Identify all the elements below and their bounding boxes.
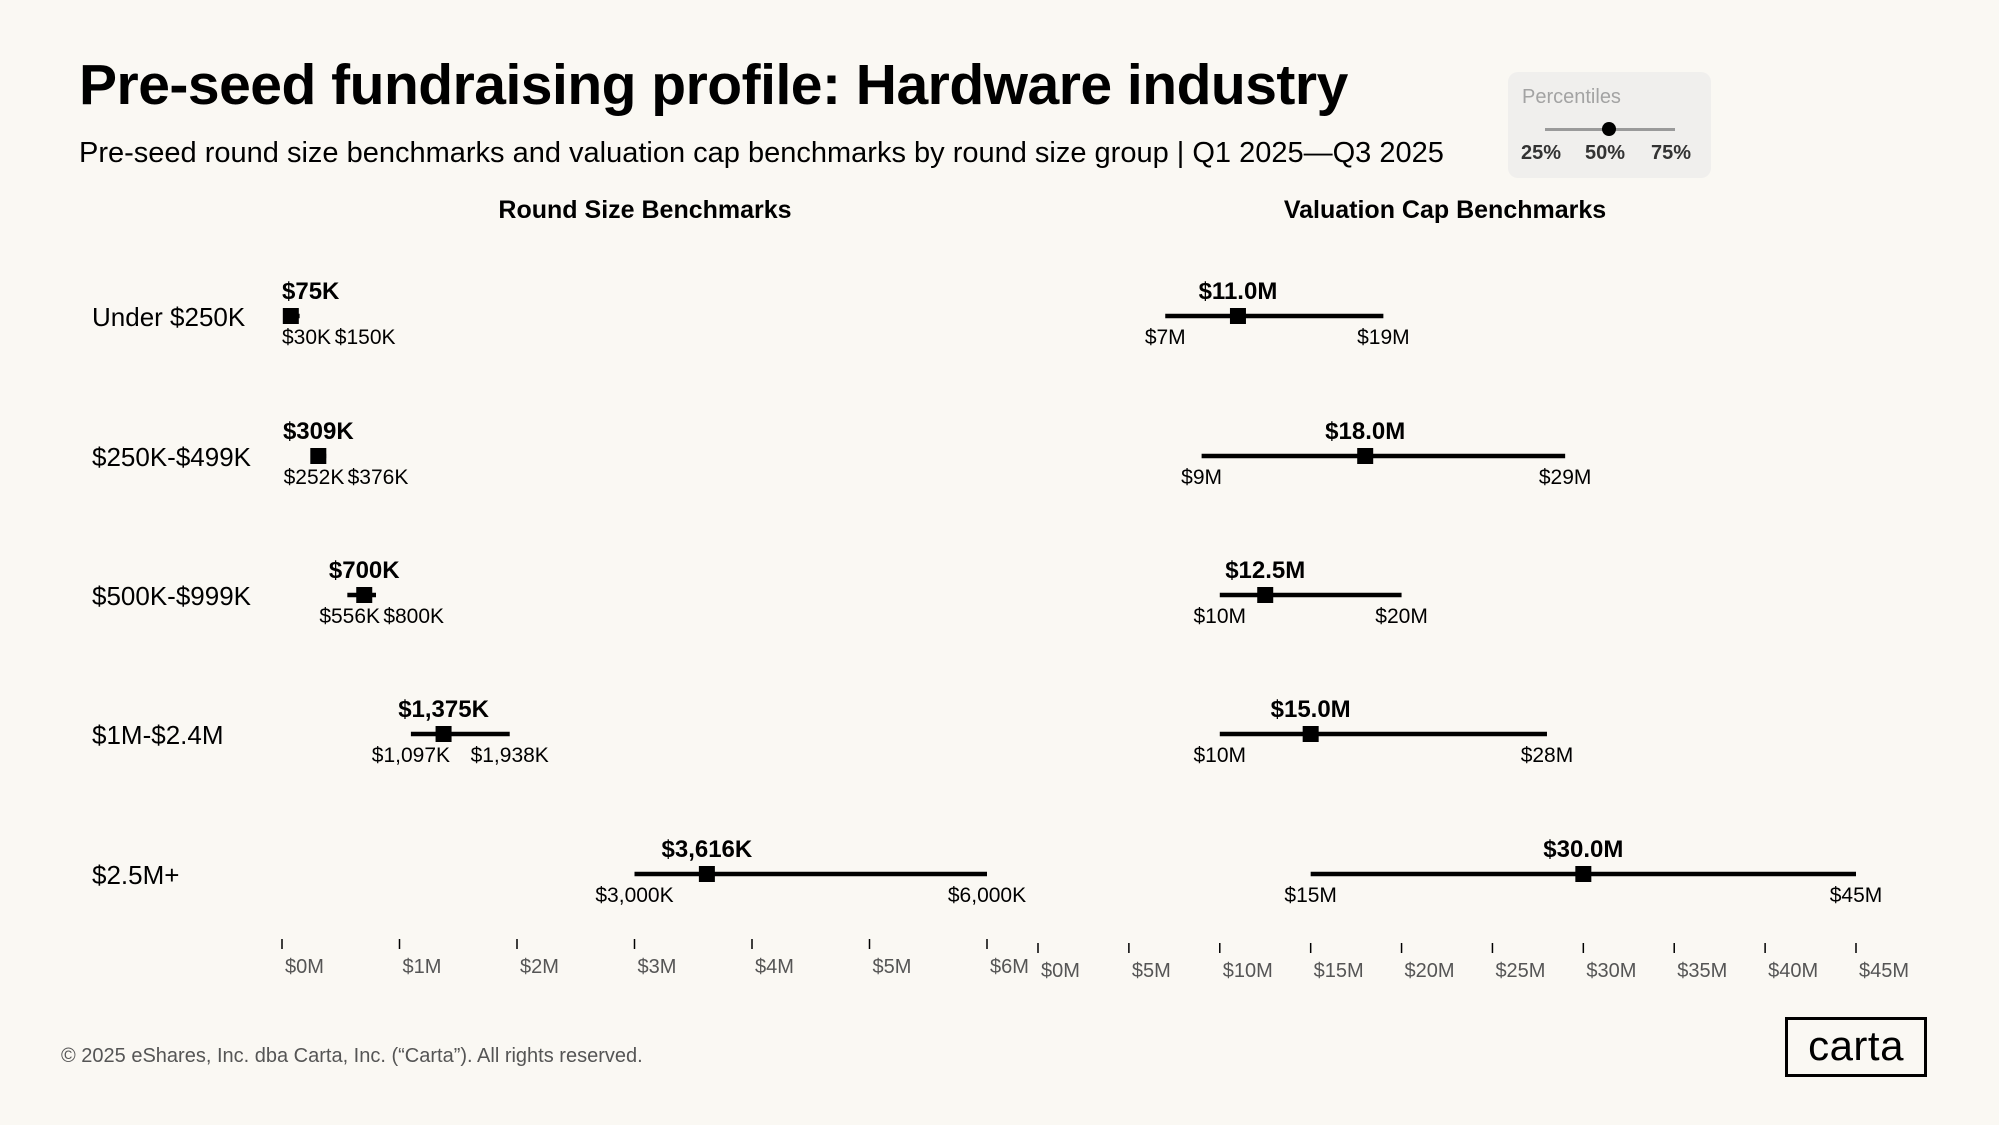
median-value-label: $18.0M bbox=[1325, 418, 1405, 445]
p25-value-label: $252K bbox=[284, 466, 345, 489]
x-tick-label: $20M bbox=[1405, 960, 1455, 982]
x-tick-label: $10M bbox=[1223, 960, 1273, 982]
p75-value-label: $800K bbox=[383, 605, 444, 628]
p25-value-label: $30K bbox=[282, 326, 331, 349]
x-tick-label: $3M bbox=[638, 956, 677, 978]
p25-value-label: $10M bbox=[1194, 605, 1247, 628]
p75-value-label: $1,938K bbox=[471, 744, 549, 767]
median-marker bbox=[1575, 866, 1592, 882]
median-marker bbox=[1257, 587, 1274, 603]
category-label: $250K-$499K bbox=[92, 442, 252, 472]
median-marker bbox=[310, 448, 327, 464]
round-size-panel-title: Round Size Benchmarks bbox=[498, 196, 792, 224]
copyright-footer: © 2025 eShares, Inc. dba Carta, Inc. (“C… bbox=[61, 1045, 643, 1067]
percentile-legend: Percentiles 25% 50% 75% bbox=[1508, 72, 1711, 178]
median-value-label: $11.0M bbox=[1199, 278, 1278, 305]
chart-title: Pre-seed fundraising profile: Hardware i… bbox=[79, 53, 1348, 117]
median-value-label: $75K bbox=[282, 278, 340, 305]
median-marker bbox=[1302, 726, 1319, 742]
valuation-cap-panel-title: Valuation Cap Benchmarks bbox=[1283, 196, 1607, 224]
median-value-label: $700K bbox=[329, 557, 400, 584]
p75-value-label: $28M bbox=[1521, 744, 1574, 767]
p25-value-label: $15M bbox=[1284, 884, 1337, 907]
median-value-label: $1,375K bbox=[398, 696, 489, 723]
x-tick-label: $0M bbox=[285, 956, 324, 978]
x-tick-label: $0M bbox=[1041, 960, 1080, 982]
median-marker bbox=[1357, 448, 1374, 464]
x-tick-label: $15M bbox=[1314, 960, 1364, 982]
legend-label-75: 75% bbox=[1651, 142, 1692, 164]
category-label: $2.5M+ bbox=[92, 860, 179, 890]
median-value-label: $309K bbox=[283, 418, 354, 445]
x-tick-label: $5M bbox=[873, 956, 912, 978]
chart-subtitle: Pre-seed round size benchmarks and valua… bbox=[79, 137, 1444, 169]
p75-value-label: $150K bbox=[335, 326, 396, 349]
p75-value-label: $29M bbox=[1539, 466, 1592, 489]
p75-value-label: $19M bbox=[1357, 326, 1410, 349]
category-label: $500K-$999K bbox=[92, 581, 252, 611]
legend-label-25: 25% bbox=[1521, 142, 1562, 164]
category-label: Under $250K bbox=[92, 302, 246, 332]
median-value-label: $15.0M bbox=[1271, 696, 1351, 723]
p25-value-label: $556K bbox=[319, 605, 380, 628]
median-marker bbox=[282, 308, 299, 324]
p25-value-label: $7M bbox=[1145, 326, 1186, 349]
p25-value-label: $9M bbox=[1181, 466, 1222, 489]
median-marker bbox=[356, 587, 373, 603]
legend-median-dot bbox=[1602, 122, 1616, 136]
category-label: $1M-$2.4M bbox=[92, 720, 224, 750]
p75-value-label: $45M bbox=[1830, 884, 1883, 907]
x-tick-label: $2M bbox=[520, 956, 559, 978]
x-tick-label: $5M bbox=[1132, 960, 1171, 982]
p25-value-label: $10M bbox=[1194, 744, 1247, 767]
median-marker bbox=[435, 726, 452, 742]
x-tick-label: $45M bbox=[1859, 960, 1909, 982]
median-marker bbox=[698, 866, 715, 882]
x-tick-label: $25M bbox=[1495, 960, 1545, 982]
x-tick-label: $6M bbox=[990, 956, 1029, 978]
median-value-label: $12.5M bbox=[1225, 557, 1305, 584]
x-tick-label: $1M bbox=[403, 956, 442, 978]
carta-logo: carta bbox=[1785, 1017, 1927, 1077]
legend-label-50: 50% bbox=[1585, 142, 1626, 164]
p75-value-label: $20M bbox=[1375, 605, 1428, 628]
p25-value-label: $3,000K bbox=[595, 884, 673, 907]
p25-value-label: $1,097K bbox=[372, 744, 450, 767]
median-marker bbox=[1229, 308, 1246, 324]
median-value-label: $3,616K bbox=[662, 836, 753, 863]
x-tick-label: $40M bbox=[1768, 960, 1818, 982]
x-tick-label: $30M bbox=[1586, 960, 1636, 982]
p75-value-label: $376K bbox=[348, 466, 409, 489]
median-value-label: $30.0M bbox=[1543, 836, 1623, 863]
x-tick-label: $35M bbox=[1677, 960, 1727, 982]
p75-value-label: $6,000K bbox=[948, 884, 1026, 907]
legend-title: Percentiles bbox=[1522, 86, 1621, 108]
x-tick-label: $4M bbox=[755, 956, 794, 978]
